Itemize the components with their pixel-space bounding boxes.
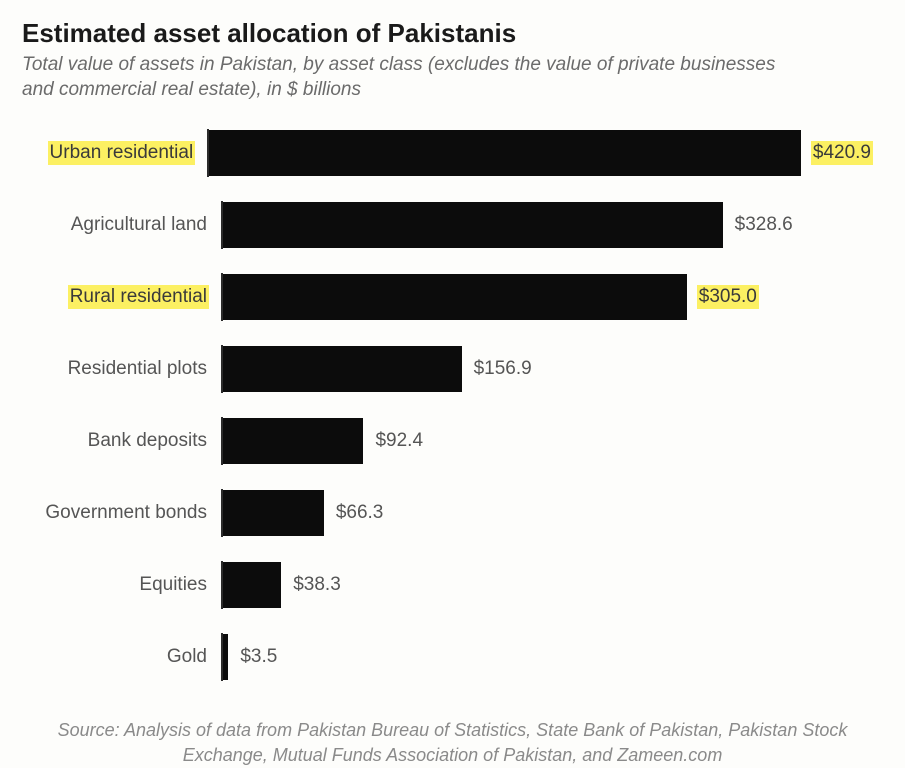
- value-label: $328.6: [723, 213, 795, 237]
- category-label: Bank deposits: [26, 429, 221, 453]
- bar: [223, 346, 462, 392]
- bar: [223, 418, 363, 464]
- value-label: $305.0: [687, 285, 759, 309]
- bar-row: Government bonds $66.3: [26, 490, 873, 536]
- bar-row: Gold $3.5: [26, 634, 873, 680]
- value-label: $156.9: [462, 357, 534, 381]
- bar-row: Equities $38.3: [26, 562, 873, 608]
- bar: [209, 130, 801, 176]
- category-label: Urban residential: [26, 141, 207, 165]
- bar: [223, 274, 687, 320]
- value-label: $420.9: [801, 141, 873, 165]
- bar-row: Bank deposits $92.4: [26, 418, 873, 464]
- category-label: Agricultural land: [26, 213, 221, 237]
- category-label: Government bonds: [26, 501, 221, 525]
- chart-subtitle: Total value of assets in Pakistan, by as…: [22, 53, 802, 102]
- value-label: $3.5: [228, 645, 279, 669]
- bar-row: Residential plots $156.9: [26, 346, 873, 392]
- category-label: Gold: [26, 645, 221, 669]
- value-label: $66.3: [324, 501, 386, 525]
- value-label: $38.3: [281, 573, 343, 597]
- category-label: Rural residential: [26, 285, 221, 309]
- bar: [223, 562, 281, 608]
- chart-title: Estimated asset allocation of Pakistanis: [22, 18, 883, 49]
- value-label: $92.4: [363, 429, 425, 453]
- bar: [223, 490, 324, 536]
- bar-chart: Urban residential $420.9 Agricultural land…: [22, 130, 883, 680]
- bar-row: Agricultural land $328.6: [26, 202, 873, 248]
- bar-row: Rural residential $305.0: [26, 274, 873, 320]
- chart-source: Source: Analysis of data from Pakistan B…: [22, 718, 883, 767]
- category-label: Residential plots: [26, 357, 221, 381]
- bar-row: Urban residential $420.9: [26, 130, 873, 176]
- bar: [223, 202, 723, 248]
- category-label: Equities: [26, 573, 221, 597]
